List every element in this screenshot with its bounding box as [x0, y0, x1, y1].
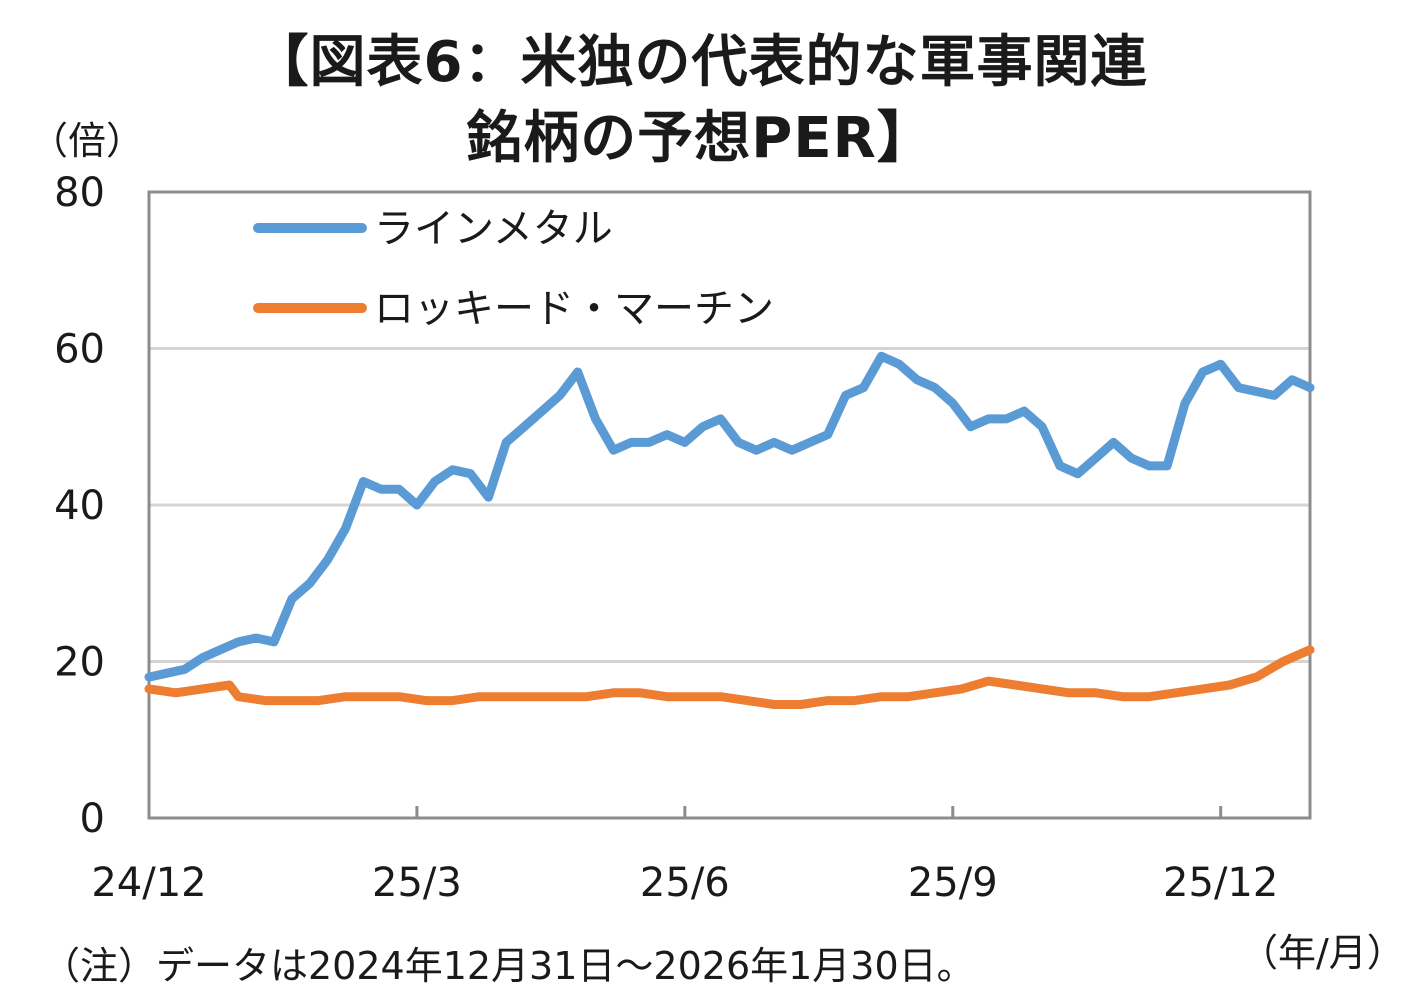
y-tick-label: 40: [54, 483, 105, 529]
series-lines: [144, 351, 1315, 709]
x-tick-label: 25/9: [908, 860, 998, 906]
chart-title-line2: 銘柄の予想PER】: [466, 106, 934, 171]
footnote: （注）データは2024年12月31日～2026年1月30日。: [42, 944, 975, 988]
x-tick-label: 25/6: [640, 860, 730, 906]
chart-title-line1: 【図表6：米独の代表的な軍事関連: [252, 30, 1148, 95]
y-tick-label: 0: [80, 796, 105, 842]
x-tick-label: 25/12: [1163, 860, 1278, 906]
series-line-rheinmetall: [144, 351, 1315, 682]
plot-area-frame: [147, 190, 1312, 820]
x-axis-ticks: 24/12 25/3 25/6 25/9 25/12: [91, 806, 1278, 906]
y-tick-label: 20: [54, 640, 105, 686]
series-line-lockheed-martin: [144, 645, 1315, 709]
y-tick-label: 60: [54, 327, 105, 373]
legend-label-rheinmetall: ラインメタル: [374, 206, 613, 252]
y-tick-label: 80: [54, 170, 105, 216]
y-axis-ticks: 0 20 40 60 80: [54, 170, 105, 842]
x-tick-label: 24/12: [91, 860, 206, 906]
x-tick-label: 25/3: [372, 860, 462, 906]
x-axis-unit: （年/月）: [1240, 931, 1405, 975]
gridlines: [149, 347, 1310, 663]
y-axis-unit: （倍）: [30, 119, 145, 163]
legend-label-lockheed-martin: ロッキード・マーチン: [374, 286, 774, 332]
